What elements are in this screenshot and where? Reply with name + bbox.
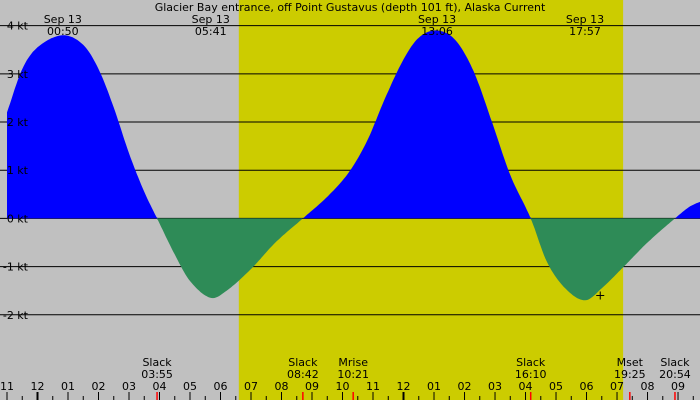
x-tick-label: 08 bbox=[275, 380, 289, 393]
y-tick-label: -1 kt bbox=[3, 261, 29, 274]
ebb-current-area bbox=[7, 218, 700, 301]
x-tick-label: 03 bbox=[488, 380, 502, 393]
event-time-label: 10:21 bbox=[337, 368, 369, 381]
y-tick-label: -2 kt bbox=[3, 309, 29, 322]
y-tick-label: 1 kt bbox=[7, 164, 29, 177]
event-name-label: Slack bbox=[660, 356, 690, 369]
extreme-date-label: Sep 13 bbox=[566, 13, 604, 26]
y-tick-label: 2 kt bbox=[7, 116, 29, 129]
x-tick-label: 01 bbox=[61, 380, 75, 393]
x-tick-label: 06 bbox=[580, 380, 594, 393]
event-name-label: Mset bbox=[617, 356, 644, 369]
event-time-label: 08:42 bbox=[287, 368, 319, 381]
extreme-time-label: 05:41 bbox=[195, 25, 227, 38]
x-axis-hour-labels: 11 12 01 02 03 04 05 06 07 08 09 10 11 12 01 02 03 04 05 06… bbox=[0, 380, 694, 400]
x-tick-label: 05 bbox=[183, 380, 197, 393]
extreme-date-label: Sep 13 bbox=[192, 13, 230, 26]
x-tick-label: 11 bbox=[366, 380, 380, 393]
x-tick-label: 02 bbox=[458, 380, 472, 393]
x-tick-label: 04 bbox=[153, 380, 167, 393]
event-time-label: 19:25 bbox=[614, 368, 646, 381]
x-tick-label: 03 bbox=[122, 380, 136, 393]
x-tick-label: 07 bbox=[610, 380, 624, 393]
chart-title: Glacier Bay entrance, off Point Gustavus… bbox=[155, 1, 546, 14]
x-tick-label: 04 bbox=[519, 380, 533, 393]
extreme-date-label: Sep 13 bbox=[44, 13, 82, 26]
x-tick-label: 08 bbox=[641, 380, 655, 393]
x-tick-label: 05 bbox=[549, 380, 563, 393]
x-tick-label: 12 bbox=[397, 380, 411, 393]
y-tick-label: 0 kt bbox=[7, 212, 29, 225]
event-time-label: 03:55 bbox=[141, 368, 173, 381]
y-tick-label: 4 kt bbox=[7, 20, 29, 33]
event-name-label: Slack bbox=[288, 356, 318, 369]
x-tick-label: 11 bbox=[0, 380, 14, 393]
event-name-label: Slack bbox=[516, 356, 546, 369]
current-time-marker bbox=[596, 291, 605, 300]
event-time-label: 16:10 bbox=[515, 368, 547, 381]
x-tick-label: 02 bbox=[92, 380, 106, 393]
x-tick-label: 10 bbox=[336, 380, 350, 393]
extreme-date-label: Sep 13 bbox=[418, 13, 456, 26]
extreme-time-label: 17:57 bbox=[569, 25, 601, 38]
extreme-time-label: 13:06 bbox=[421, 25, 453, 38]
event-time-label: 20:54 bbox=[659, 368, 691, 381]
y-axis-labels: 4 kt 3 kt 2 kt 1 kt 0 kt -1 kt -2 kt bbox=[3, 20, 29, 322]
event-name-label: Mrise bbox=[338, 356, 368, 369]
x-tick-label: 09 bbox=[305, 380, 319, 393]
x-tick-label: 07 bbox=[244, 380, 258, 393]
extreme-time-label: 00:50 bbox=[47, 25, 79, 38]
flood-current-area bbox=[7, 30, 700, 219]
bottom-event-labels: Slack03:55Slack08:42Mrise10:21Slack16:10… bbox=[141, 356, 691, 400]
x-tick-label: 09 bbox=[671, 380, 685, 393]
y-tick-label: 3 kt bbox=[7, 68, 29, 81]
x-tick-label: 12 bbox=[31, 380, 45, 393]
x-tick-label: 06 bbox=[214, 380, 228, 393]
event-name-label: Slack bbox=[142, 356, 172, 369]
x-tick-label: 01 bbox=[427, 380, 441, 393]
